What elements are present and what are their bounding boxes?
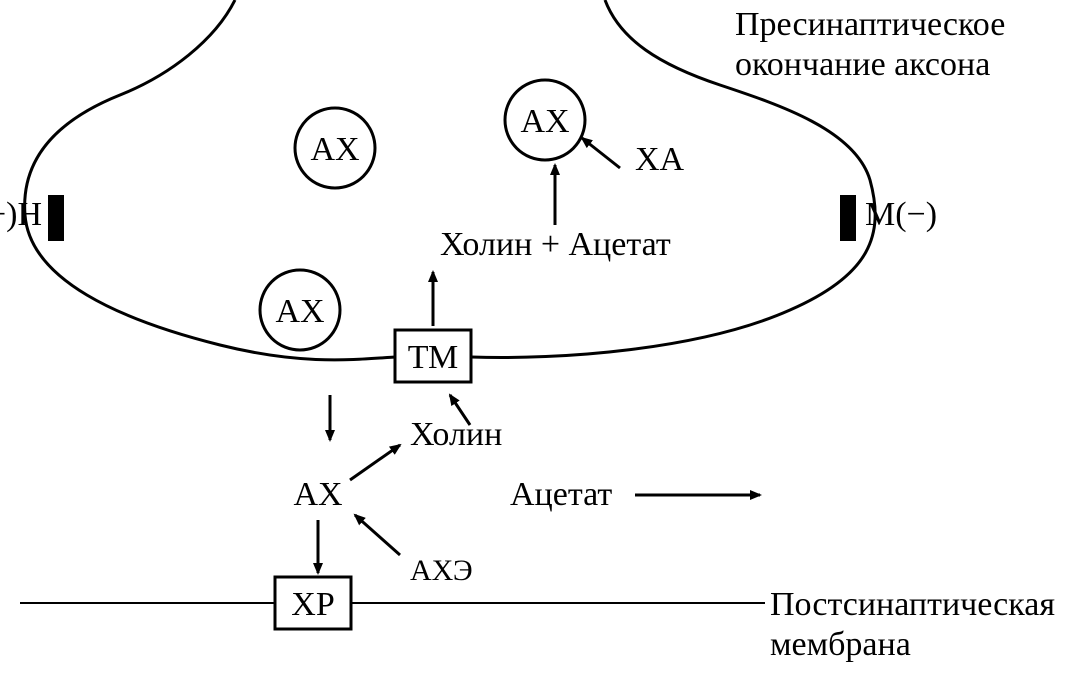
title-top-line2: окончание аксона xyxy=(735,46,990,83)
vesicle-label: АХ xyxy=(520,103,569,140)
acetate-label: Ацетат xyxy=(510,476,612,513)
ax-cleft-label: АХ xyxy=(293,476,342,513)
vesicles-group: АХ АХ АХ xyxy=(260,80,585,350)
m-minus-label: М(−) xyxy=(865,196,937,233)
tm-box: ТМ xyxy=(395,330,471,382)
axe-label: АХЭ xyxy=(410,554,473,587)
xa-to-vesicle-arrow xyxy=(582,138,620,168)
choline-label: Холин xyxy=(410,416,502,453)
tm-label: ТМ xyxy=(408,339,459,376)
xa-label: ХА xyxy=(635,141,685,178)
title-bottom-line2: мембрана xyxy=(770,626,911,663)
h-plus-label: (+)Н xyxy=(0,196,42,233)
ax-to-choline-arrow xyxy=(350,445,400,480)
axe-to-ax-arrow xyxy=(355,515,400,555)
choline-acetate-label: Холин + Ацетат xyxy=(440,226,671,263)
title-top-line1: Пресинаптическое xyxy=(735,6,1005,43)
m-receptor xyxy=(840,195,856,241)
title-bottom-line1: Постсинаптическая xyxy=(770,586,1055,623)
h-receptor xyxy=(48,195,64,241)
xp-label: ХР xyxy=(291,586,334,623)
vesicle-label: АХ xyxy=(310,131,359,168)
vesicle-label: АХ xyxy=(275,293,324,330)
xp-box: ХР xyxy=(275,577,351,629)
